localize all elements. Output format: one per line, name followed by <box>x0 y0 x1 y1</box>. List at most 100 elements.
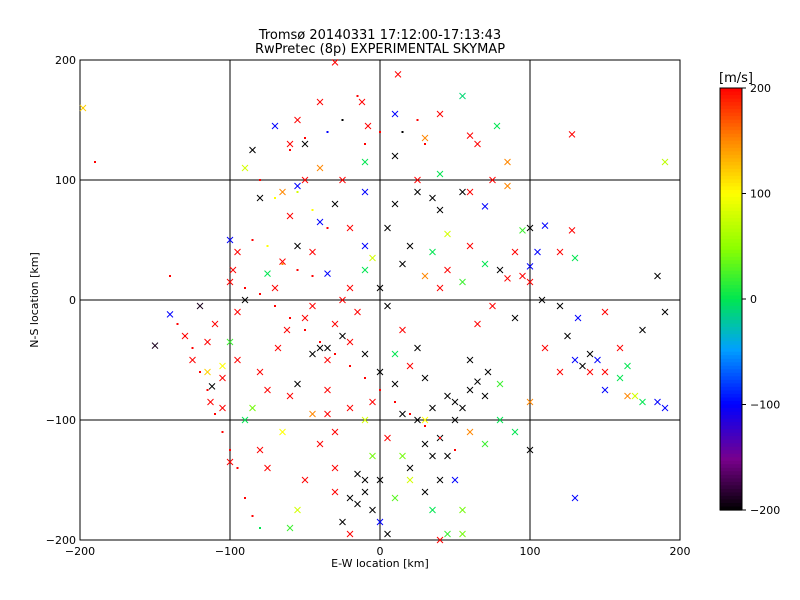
data-point-x <box>264 464 271 472</box>
colorbar-segment <box>720 383 742 388</box>
data-point-x <box>226 338 234 346</box>
data-point-x <box>384 302 391 310</box>
data-point-dot <box>409 413 411 415</box>
data-point-dot <box>184 335 186 337</box>
data-point-x <box>568 131 576 138</box>
colorbar-segment <box>720 133 742 138</box>
data-point-x <box>594 356 601 364</box>
data-point-x <box>538 296 546 304</box>
data-point-x <box>421 134 429 142</box>
data-point-x <box>526 224 534 232</box>
colorbar-segment <box>720 112 742 117</box>
data-point-x <box>394 71 402 78</box>
data-point-x <box>616 344 624 352</box>
data-point-x <box>376 518 384 526</box>
data-point-x <box>399 260 406 268</box>
data-point-x <box>211 320 219 328</box>
data-point-x <box>406 476 414 484</box>
colorbar-segment <box>720 355 742 360</box>
data-point-x <box>376 368 384 376</box>
colorbar-segment <box>720 119 742 124</box>
colorbar-segment <box>720 341 742 346</box>
data-point-x <box>331 428 339 436</box>
data-point-x <box>481 203 489 210</box>
data-point-x <box>294 182 301 190</box>
data-point-x <box>571 254 579 262</box>
data-point-dot <box>191 347 194 349</box>
y-axis-label: N-S location [km] <box>28 252 41 348</box>
data-point-x <box>466 356 474 364</box>
data-point-x <box>421 416 429 424</box>
x-axis-label: E-W location [km] <box>331 557 429 570</box>
colorbar-segment <box>720 175 742 181</box>
data-point-dot <box>169 275 171 277</box>
data-point-dot <box>274 305 276 307</box>
colorbar-segment <box>720 161 742 166</box>
colorbar-segment <box>720 137 742 142</box>
data-point-x <box>316 164 324 172</box>
colorbar-segment <box>720 165 742 170</box>
data-point-x <box>391 380 399 388</box>
data-point-x <box>444 452 451 460</box>
data-point-x <box>466 242 474 250</box>
colorbar-segment <box>720 457 742 462</box>
data-point-x <box>586 368 594 376</box>
colorbar-segment <box>720 478 742 483</box>
data-point-x <box>631 392 639 400</box>
data-point-x <box>661 158 669 166</box>
colorbar-segment <box>720 323 742 328</box>
data-point-x <box>346 530 354 538</box>
data-point-x <box>384 224 391 232</box>
x-tick-label: −200 <box>65 545 95 558</box>
data-point-x <box>316 218 324 226</box>
data-point-x <box>406 464 414 472</box>
data-point-dot <box>274 197 276 199</box>
colorbar-segment <box>720 281 742 286</box>
colorbar-segment <box>720 400 742 406</box>
data-point-dot <box>229 449 231 451</box>
colorbar-segment <box>720 327 742 332</box>
data-point-x <box>661 308 669 316</box>
data-point-x <box>249 146 256 154</box>
colorbar-segment <box>720 200 742 205</box>
data-point-x <box>436 284 444 292</box>
data-point-x <box>639 326 646 334</box>
data-point-x <box>286 212 294 220</box>
chart-subtitle: RwPretec (8p) EXPERIMENTAL SKYMAP <box>255 42 505 57</box>
data-point-x <box>361 350 369 358</box>
data-point-x <box>301 314 309 322</box>
data-point-x <box>256 194 264 202</box>
colorbar: 200 100 0 −100 −200 <box>719 82 780 517</box>
data-point-x <box>361 476 369 484</box>
data-point-x <box>489 302 496 310</box>
colorbar-segment <box>720 288 742 293</box>
colorbar-segment <box>720 306 742 311</box>
data-point-x <box>586 350 594 358</box>
colorbar-tick-label: 0 <box>750 293 757 306</box>
data-point-x <box>526 398 534 406</box>
data-point-x <box>204 368 211 376</box>
data-point-x <box>574 314 582 322</box>
data-point-x <box>241 164 249 172</box>
data-point-dot <box>251 515 254 517</box>
data-point-x <box>654 272 661 280</box>
data-point-x <box>474 320 481 328</box>
data-point-x <box>429 452 436 460</box>
colorbar-segment <box>720 197 742 202</box>
data-point-x <box>294 116 301 124</box>
colorbar-segment <box>720 249 742 254</box>
data-point-x <box>264 270 271 277</box>
data-point-x <box>541 222 549 229</box>
data-point-dot <box>349 365 351 367</box>
data-point-x <box>316 344 324 352</box>
data-point-x <box>406 242 414 250</box>
data-point-x <box>484 368 492 376</box>
colorbar-segment <box>720 369 742 374</box>
data-point-x <box>474 140 481 148</box>
data-point-x <box>436 206 444 214</box>
data-point-x <box>204 338 211 346</box>
colorbar-segment <box>720 186 742 191</box>
data-point-x <box>346 224 354 232</box>
colorbar-segment <box>720 179 742 184</box>
data-point-x <box>571 494 579 502</box>
